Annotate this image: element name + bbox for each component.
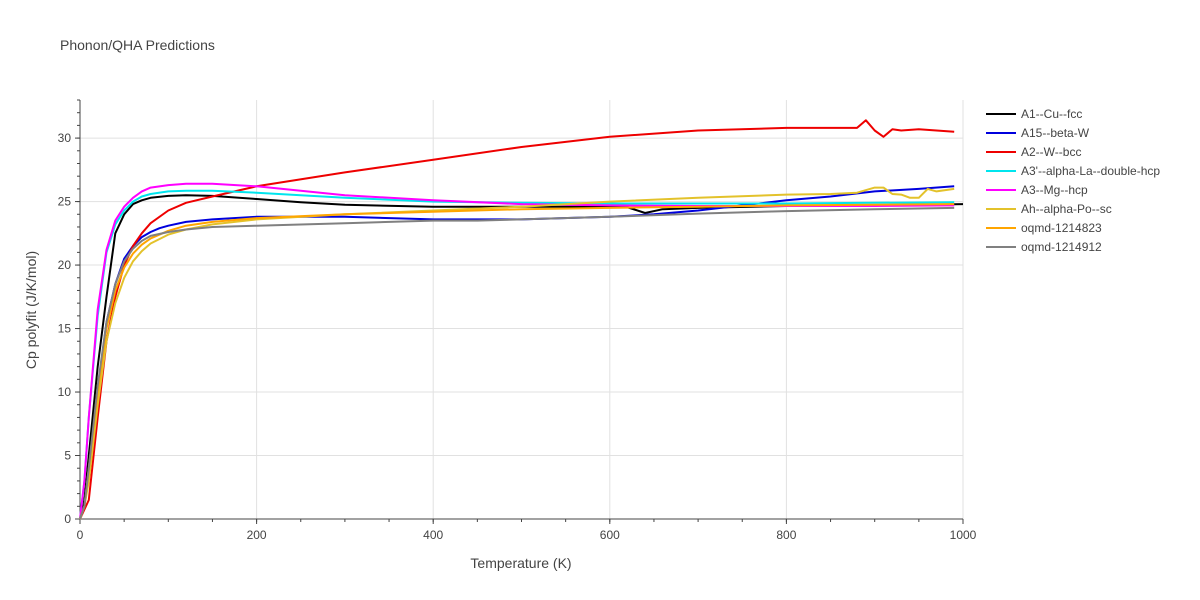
legend-label: oqmd-1214823 [1021, 221, 1102, 235]
legend-label: A1--Cu--fcc [1021, 107, 1082, 121]
x-tick-label: 0 [77, 528, 84, 542]
y-tick-label: 20 [58, 258, 72, 272]
legend-label: A3--Mg--hcp [1021, 183, 1088, 197]
plot-area [79, 119, 964, 520]
x-tick-label: 200 [247, 528, 267, 542]
legend-label: A15--beta-W [1021, 126, 1090, 140]
y-tick-label: 5 [64, 449, 71, 463]
y-tick-label: 30 [58, 131, 72, 145]
y-tick-label: 10 [58, 385, 72, 399]
y-tick-label: 25 [58, 195, 72, 209]
series-line-1 [79, 185, 955, 520]
legend-label: A2--W--bcc [1021, 145, 1081, 159]
series-line-6 [79, 203, 955, 520]
series-line-3 [79, 189, 955, 520]
y-tick-labels: 0 5 10 15 20 25 30 [58, 131, 72, 526]
gridlines [79, 100, 964, 520]
series-line-5 [79, 186, 955, 520]
x-tick-labels: 0 200 400 600 800 1000 [77, 528, 977, 542]
x-tick-label: 400 [423, 528, 443, 542]
legend: A1--Cu--fcc A15--beta-W A2--W--bcc A3'--alp… [986, 107, 1160, 254]
legend-label: Ah--alpha-Po--sc [1021, 202, 1112, 216]
chart-title: Phonon/QHA Predictions [60, 37, 215, 53]
series-line-2 [79, 119, 955, 520]
series-line-0 [79, 194, 964, 520]
x-axis-title: Temperature (K) [470, 555, 571, 571]
y-tick-label: 15 [58, 322, 72, 336]
y-tick-label: 0 [64, 512, 71, 526]
y-axis-title: Cp polyfit (J/K/mol) [23, 251, 39, 369]
series-line-4 [79, 182, 955, 520]
series-line-7 [79, 206, 955, 520]
axes [75, 99, 964, 524]
x-tick-label: 1000 [950, 528, 977, 542]
legend-label: A3'--alpha-La--double-hcp [1021, 164, 1160, 178]
legend-label: oqmd-1214912 [1021, 240, 1102, 254]
x-tick-label: 800 [776, 528, 796, 542]
x-tick-label: 600 [600, 528, 620, 542]
